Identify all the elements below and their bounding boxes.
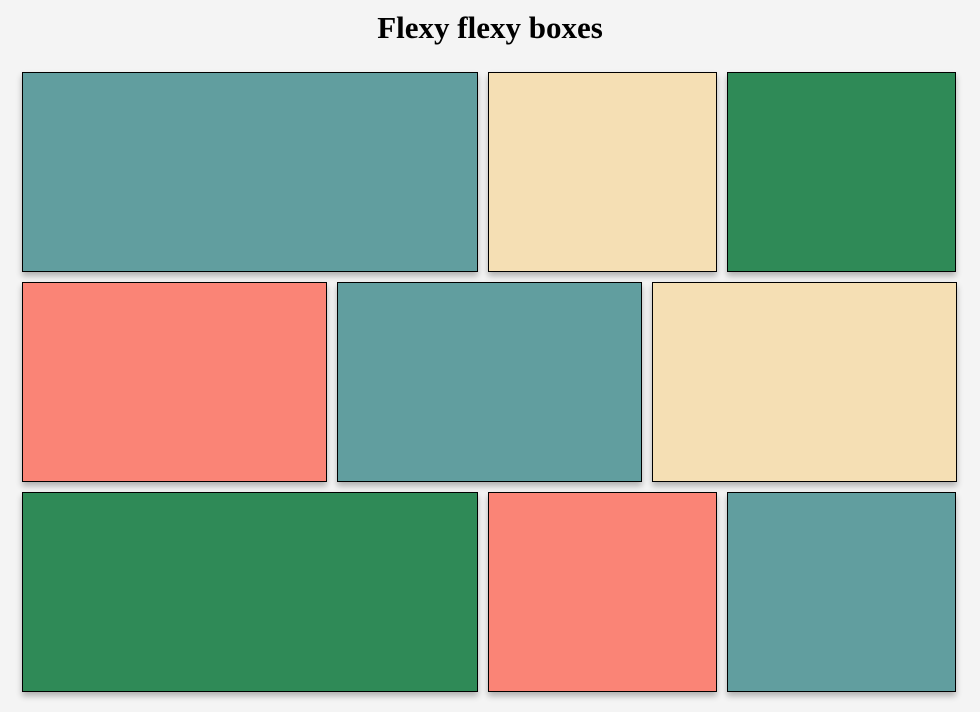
flex-box bbox=[22, 492, 478, 692]
flex-row-3 bbox=[22, 492, 957, 692]
page-title: Flexy flexy boxes bbox=[377, 10, 603, 45]
flex-box bbox=[488, 72, 717, 272]
flex-box bbox=[727, 492, 956, 692]
flex-container bbox=[22, 72, 957, 702]
flex-box bbox=[337, 282, 642, 482]
flex-box bbox=[652, 282, 957, 482]
flex-row-2 bbox=[22, 282, 957, 482]
flex-box bbox=[22, 282, 327, 482]
flex-row-1 bbox=[22, 72, 957, 272]
flex-box bbox=[22, 72, 478, 272]
flex-box bbox=[727, 72, 956, 272]
flex-box bbox=[488, 492, 717, 692]
